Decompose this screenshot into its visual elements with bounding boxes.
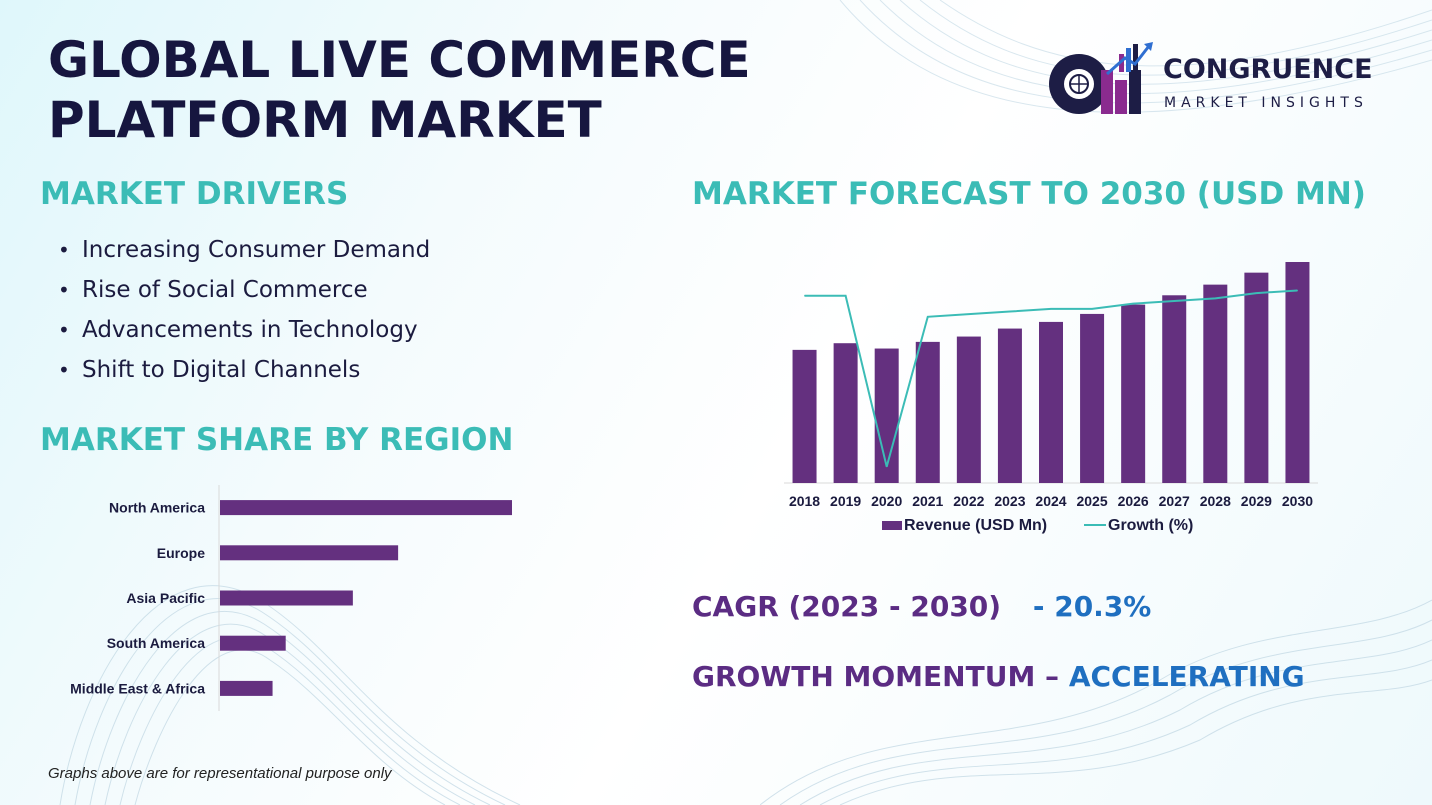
growth-momentum-label: GROWTH MOMENTUM – — [692, 660, 1060, 693]
cmi-logo-icon — [1049, 42, 1153, 114]
year-tick-label: 2020 — [871, 493, 902, 509]
legend-revenue-label: Revenue (USD Mn) — [904, 517, 1047, 534]
driver-item: • Advancements in Technology — [58, 310, 430, 350]
growth-point — [927, 316, 929, 318]
region-bar-chart: North America Europe Asia Pacific South Ame… — [70, 485, 512, 711]
revenue-bar — [956, 336, 981, 483]
year-tick-label: 2019 — [830, 493, 861, 509]
driver-item: • Increasing Consumer Demand — [58, 230, 430, 270]
region-tick-label: Europe — [157, 545, 205, 561]
revenue-bar — [833, 343, 858, 483]
region-tick-label: Middle East & Africa — [70, 680, 205, 696]
region-bar — [220, 500, 512, 516]
driver-item-label: Increasing Consumer Demand — [82, 237, 431, 263]
growth-point — [968, 313, 970, 315]
driver-item-label: Rise of Social Commerce — [82, 277, 368, 303]
cagr-kpi: CAGR (2023 - 2030) - 20.3% — [692, 590, 1151, 623]
year-tick-label: 2030 — [1282, 493, 1313, 509]
page-title-line-1: GLOBAL LIVE COMMERCE — [48, 31, 751, 89]
year-tick-label: 2024 — [1035, 493, 1066, 509]
region-tick-label: North America — [109, 500, 205, 516]
region-bar — [220, 680, 273, 696]
market-drivers-heading: MARKET DRIVERS — [40, 176, 349, 212]
driver-item-label: Advancements in Technology — [82, 317, 418, 343]
revenue-bar — [1203, 284, 1228, 483]
cagr-label: CAGR (2023 - 2030) — [692, 590, 1002, 623]
page-title-line-2: PLATFORM MARKET — [48, 91, 602, 149]
bullet-icon: • — [58, 238, 70, 262]
region-bar — [220, 590, 353, 606]
legend-growth-label: Growth (%) — [1108, 517, 1193, 534]
driver-item-label: Shift to Digital Channels — [82, 357, 361, 383]
revenue-bar — [1080, 313, 1105, 483]
growth-point — [845, 295, 847, 297]
growth-point — [1173, 300, 1175, 302]
growth-point — [1255, 292, 1257, 294]
year-tick-label: 2028 — [1200, 493, 1231, 509]
revenue-bar — [915, 341, 940, 483]
revenue-bar — [1285, 262, 1310, 483]
year-tick-label: 2026 — [1118, 493, 1149, 509]
revenue-bar — [1162, 295, 1187, 483]
revenue-bar — [1244, 272, 1269, 483]
revenue-bar — [1039, 321, 1063, 483]
year-tick-label: 2021 — [912, 493, 943, 509]
region-bar — [220, 545, 399, 561]
page-title: GLOBAL LIVE COMMERCE PLATFORM MARKET — [48, 30, 751, 150]
growth-point — [886, 466, 888, 468]
year-tick-label: 2029 — [1241, 493, 1272, 509]
logo-name: CONGRUENCE — [1163, 54, 1373, 85]
driver-item: • Shift to Digital Channels — [58, 350, 430, 390]
year-tick-label: 2018 — [789, 493, 820, 509]
bullet-icon: • — [58, 358, 70, 382]
region-tick-label: Asia Pacific — [126, 590, 205, 606]
market-forecast-heading: MARKET FORECAST TO 2030 (USD MN) — [692, 176, 1366, 212]
driver-item: • Rise of Social Commerce — [58, 270, 430, 310]
growth-point — [1091, 308, 1093, 310]
growth-point — [1050, 308, 1052, 310]
logo-tagline: MARKET INSIGHTS — [1164, 95, 1368, 111]
year-tick-label: 2023 — [994, 493, 1025, 509]
growth-point — [1296, 289, 1298, 291]
revenue-bar — [792, 349, 817, 483]
forecast-combo-chart: 2018 2019 2020 2021 2022 2023 2024 2025 2026 2027… — [784, 262, 1318, 534]
bullet-icon: • — [58, 318, 70, 342]
region-bar — [220, 635, 286, 651]
revenue-bar — [874, 348, 899, 483]
growth-point — [804, 295, 806, 297]
growth-point — [1132, 303, 1134, 305]
company-logo: CONGRUENCE MARKET INSIGHTS — [1045, 40, 1395, 120]
region-tick-label: South America — [107, 635, 205, 651]
footnote: Graphs above are for representational pu… — [48, 765, 392, 782]
year-tick-label: 2022 — [953, 493, 984, 509]
year-tick-label: 2025 — [1076, 493, 1107, 509]
cagr-value: - 20.3% — [1032, 590, 1152, 623]
revenue-bar — [997, 328, 1022, 483]
market-share-heading: MARKET SHARE BY REGION — [40, 422, 514, 458]
growth-momentum-kpi: GROWTH MOMENTUM – ACCELERATING — [692, 660, 1305, 693]
market-drivers-list: • Increasing Consumer Demand • Rise of Soc… — [58, 230, 430, 390]
growth-point — [1009, 311, 1011, 313]
growth-point — [1214, 297, 1216, 299]
year-tick-label: 2027 — [1159, 493, 1190, 509]
growth-momentum-value: ACCELERATING — [1068, 660, 1305, 693]
legend-revenue-swatch — [882, 521, 902, 530]
bullet-icon: • — [58, 278, 70, 302]
revenue-bar — [1121, 304, 1146, 483]
